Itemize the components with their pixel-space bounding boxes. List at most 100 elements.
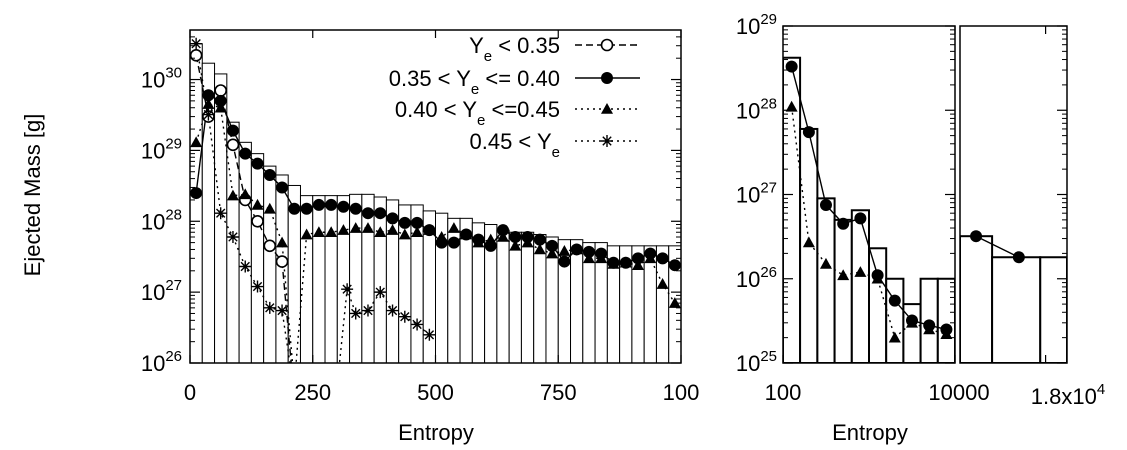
filled-circle-marker [398, 216, 411, 229]
filled-circle-marker [632, 252, 645, 265]
asterisk-marker [386, 304, 399, 317]
filled-circle-marker [656, 252, 669, 265]
filled-circle-marker [276, 181, 289, 194]
triangle-marker [854, 266, 867, 277]
triangle-marker [785, 100, 798, 112]
triangle-marker [570, 243, 583, 255]
filled-circle-marker [386, 212, 399, 225]
x-tick-label: 1.8x104 [1031, 381, 1105, 409]
left-x-axis-label: Entropy [398, 420, 474, 445]
x-tick-label: 0 [184, 380, 196, 405]
y-tick-label: 1027 [736, 180, 777, 208]
open-circle-marker [190, 48, 203, 62]
open-circle-marker [275, 255, 289, 268]
triangle-marker [923, 323, 936, 335]
far-right-panel: 1.8x104 [959, 25, 1105, 409]
triangle-marker [871, 272, 884, 284]
filled-circle-marker [411, 216, 424, 229]
filled-circle-marker [288, 202, 301, 215]
y-tick-label: 1027 [141, 277, 182, 305]
filled-circle-marker [325, 198, 338, 211]
filled-circle-marker [837, 217, 850, 230]
asterisk-marker [423, 328, 436, 341]
triangle-marker [214, 101, 227, 113]
asterisk-marker [226, 230, 239, 243]
triangle-marker [656, 278, 669, 289]
open-circle-marker [263, 239, 277, 253]
x-tick-label: 250 [294, 380, 331, 405]
triangle-marker [447, 222, 460, 233]
y-tick-label: 1030 [141, 65, 182, 93]
triangle-marker [190, 136, 203, 148]
filled-circle-marker [533, 233, 546, 246]
triangle-marker [509, 239, 522, 251]
left-plot-frame [189, 29, 682, 364]
asterisk-marker [276, 304, 289, 317]
triangle-marker [398, 228, 411, 240]
filled-circle-marker [558, 255, 571, 268]
triangle-marker [632, 259, 645, 270]
triangle-marker [582, 252, 595, 264]
filled-circle-marker [300, 202, 313, 215]
x-tick-label: 100 [663, 380, 700, 405]
open-circle-marker [600, 38, 614, 52]
filled-circle-marker [819, 199, 832, 212]
asterisk-marker [214, 207, 227, 220]
triangle-marker [802, 236, 815, 248]
histogram-bar [643, 245, 657, 363]
triangle-marker [460, 228, 473, 240]
triangle-marker [888, 331, 901, 343]
triangle-marker [349, 222, 362, 233]
asterisk-marker [263, 301, 276, 314]
asterisk-marker [361, 304, 374, 317]
triangle-marker [521, 236, 534, 248]
y-tick-label: 1029 [141, 135, 182, 163]
triangle-marker [361, 222, 374, 233]
filled-circle-marker [190, 187, 203, 200]
triangle-marker [423, 224, 436, 235]
triangle-marker [226, 189, 239, 201]
filled-circle-marker [1012, 251, 1025, 264]
filled-circle-marker [263, 168, 276, 181]
x-tick-label: 10000 [928, 380, 989, 405]
left-panel: 0 250 500 750 100 1026 1027 1028 1029 1030 Ye < 0… [141, 29, 700, 445]
asterisk-marker [398, 310, 411, 323]
histogram-bar [850, 209, 871, 363]
y-tick-label: 1026 [736, 264, 777, 292]
series-line [195, 94, 676, 266]
triangle-marker [484, 233, 497, 245]
filled-circle-marker [802, 126, 815, 139]
histogram-bar [349, 193, 363, 363]
triangle-marker [276, 236, 289, 248]
histogram-bar [324, 195, 338, 363]
legend-label: 0.35 < Ye <= 0.40 [389, 66, 560, 98]
triangle-marker [251, 198, 264, 210]
triangle-marker [905, 316, 918, 328]
histogram-bar [496, 229, 510, 363]
triangle-marker [497, 230, 510, 242]
histogram-bar [250, 153, 265, 363]
asterisk-marker [331, 378, 343, 390]
filled-circle-marker [546, 239, 559, 252]
triangle-marker [837, 269, 850, 281]
filled-circle-marker [374, 207, 387, 220]
series-line [975, 235, 1020, 258]
triangle-marker [607, 257, 620, 269]
open-circle-marker [214, 84, 227, 97]
triangle-marker [374, 226, 387, 238]
histogram-bar [275, 174, 289, 363]
far-right-plot-frame [959, 25, 1068, 364]
y-tick-label: 1025 [736, 348, 777, 376]
triangle-marker [472, 236, 485, 248]
series-line [790, 66, 947, 331]
asterisk-marker [202, 108, 215, 121]
filled-circle-marker [312, 198, 325, 211]
triangle-marker [668, 297, 681, 308]
histogram-bar [1039, 256, 1067, 363]
histogram-bar [520, 231, 535, 363]
histogram-bar [299, 195, 314, 363]
filled-circle-marker [239, 147, 252, 160]
filled-circle-marker [582, 245, 595, 258]
legend-label: Ye < 0.35 [469, 33, 560, 65]
